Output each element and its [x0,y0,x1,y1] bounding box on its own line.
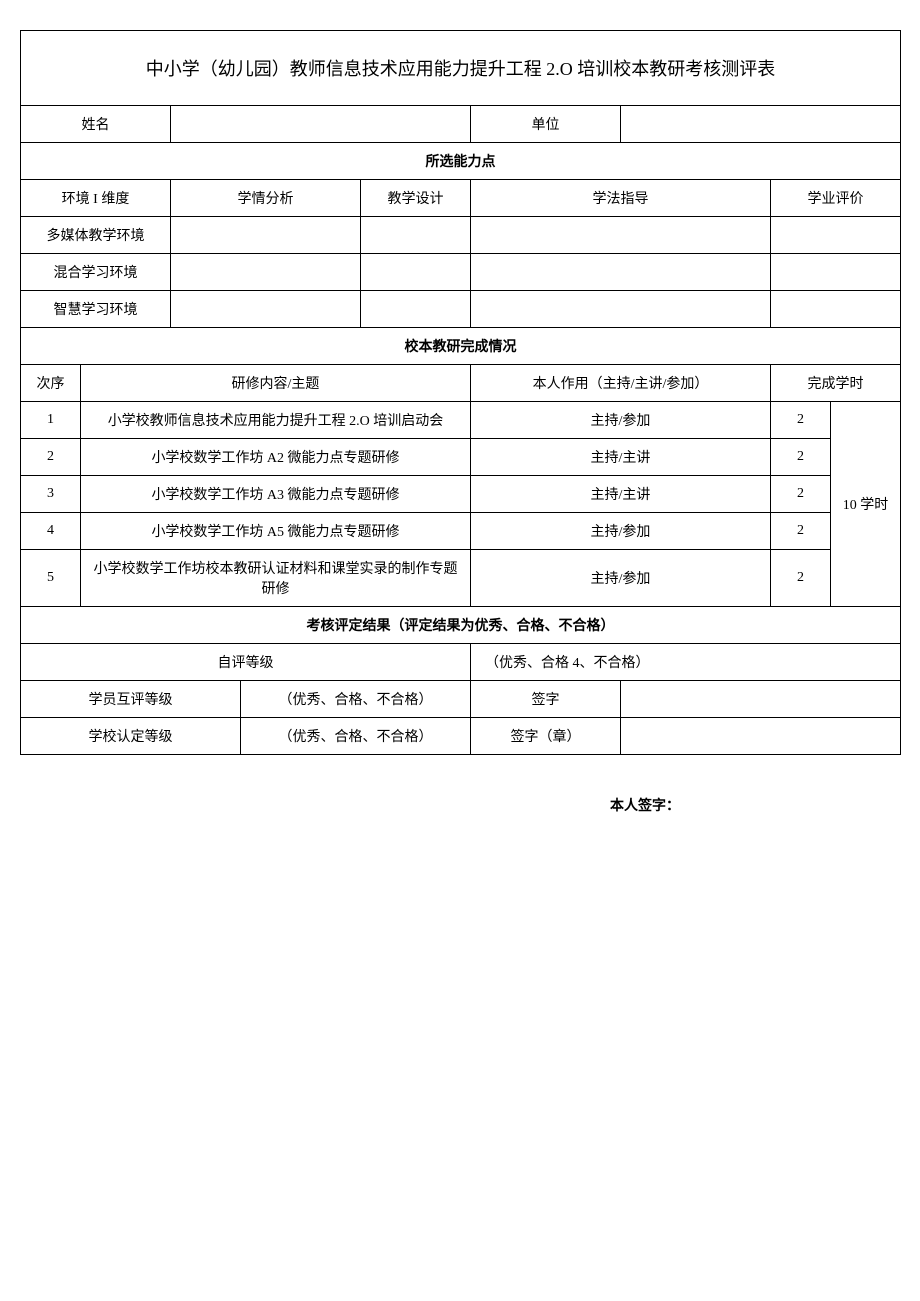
label-env-multimedia: 多媒体教学环境 [21,217,171,254]
signature-label: 本人签字： [20,795,900,815]
field-unit[interactable] [621,106,901,143]
label-env-blended: 混合学习环境 [21,254,171,291]
row-topic: 小学校数学工作坊 A2 微能力点专题研修 [81,439,471,476]
label-self-level: 自评等级 [21,644,471,681]
peer-options: （优秀、合格、不合格） [241,681,471,718]
cell-smart-2[interactable] [361,291,471,328]
row-role: 主持/参加 [471,402,771,439]
col-seq: 次序 [21,365,81,402]
label-sign: 签字 [471,681,621,718]
row-hours: 2 [771,550,831,607]
cell-smart-3[interactable] [471,291,771,328]
cell-blended-3[interactable] [471,254,771,291]
row-topic: 小学校数学工作坊校本教研认证材料和课堂实录的制作专题研修 [81,550,471,607]
label-unit: 单位 [471,106,621,143]
school-options: （优秀、合格、不合格） [241,718,471,755]
row-hours: 2 [771,402,831,439]
row-idx: 5 [21,550,81,607]
row-role: 主持/参加 [471,550,771,607]
label-env-smart: 智慧学习环境 [21,291,171,328]
col-role: 本人作用（主持/主讲/参加） [471,365,771,402]
form-title: 中小学（幼儿园）教师信息技术应用能力提升工程 2.O 培训校本教研考核测评表 [21,31,901,106]
cell-blended-1[interactable] [171,254,361,291]
row-topic: 小学校数学工作坊 A5 微能力点专题研修 [81,513,471,550]
cell-multimedia-3[interactable] [471,217,771,254]
row-idx: 4 [21,513,81,550]
cell-multimedia-4[interactable] [771,217,901,254]
label-peer-level: 学员互评等级 [21,681,241,718]
total-hours: 10 学时 [831,402,901,607]
row-role: 主持/主讲 [471,439,771,476]
row-idx: 3 [21,476,81,513]
row-idx: 2 [21,439,81,476]
field-peer-sign[interactable] [621,681,901,718]
section-completion: 校本教研完成情况 [21,328,901,365]
cell-blended-4[interactable] [771,254,901,291]
label-method-guidance: 学法指导 [471,180,771,217]
label-name: 姓名 [21,106,171,143]
row-idx: 1 [21,402,81,439]
cell-multimedia-2[interactable] [361,217,471,254]
row-topic: 小学校数学工作坊 A3 微能力点专题研修 [81,476,471,513]
col-hours: 完成学时 [771,365,901,402]
row-hours: 2 [771,439,831,476]
label-env-dimension: 环境 I 维度 [21,180,171,217]
label-teach-design: 教学设计 [361,180,471,217]
cell-multimedia-1[interactable] [171,217,361,254]
section-result: 考核评定结果（评定结果为优秀、合格、不合格） [21,607,901,644]
evaluation-form: 中小学（幼儿园）教师信息技术应用能力提升工程 2.O 培训校本教研考核测评表 姓… [20,30,901,755]
cell-smart-4[interactable] [771,291,901,328]
row-hours: 2 [771,513,831,550]
cell-smart-1[interactable] [171,291,361,328]
label-study-eval: 学业评价 [771,180,901,217]
row-topic: 小学校教师信息技术应用能力提升工程 2.O 培训启动会 [81,402,471,439]
field-name[interactable] [171,106,471,143]
row-hours: 2 [771,476,831,513]
cell-blended-2[interactable] [361,254,471,291]
self-options: （优秀、合格 4、不合格） [471,644,901,681]
section-ability-points: 所选能力点 [21,143,901,180]
label-learner-analysis: 学情分析 [171,180,361,217]
label-sign-seal: 签字（章） [471,718,621,755]
row-role: 主持/参加 [471,513,771,550]
row-role: 主持/主讲 [471,476,771,513]
col-topic: 研修内容/主题 [81,365,471,402]
field-school-sign[interactable] [621,718,901,755]
label-school-level: 学校认定等级 [21,718,241,755]
